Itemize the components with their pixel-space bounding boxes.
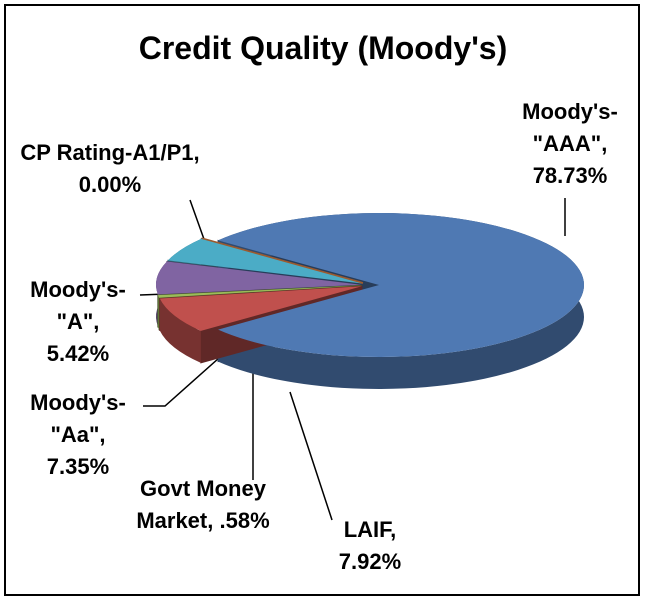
data-label: LAIF, 7.92% <box>325 514 415 578</box>
data-label: Moody's-"Aa", 7.35% <box>18 387 138 483</box>
category-label: Moody's-"AAA", <box>522 99 618 156</box>
chart-title: Credit Quality (Moody's) <box>138 30 508 66</box>
slice-side <box>157 295 160 330</box>
data-label: Moody's-"A", 5.42% <box>18 274 138 370</box>
value-label: 0.00% <box>78 172 142 197</box>
slice <box>157 285 362 298</box>
leader-line <box>289 391 333 521</box>
category-label: CP Rating-A1/P1, <box>20 140 200 165</box>
category-label: Moody's-"Aa", <box>30 390 126 447</box>
category-label: Moody's-"A", <box>30 277 126 334</box>
slice <box>201 237 364 285</box>
value-label: 78.73% <box>532 163 608 188</box>
data-label: Govt Money Market, .58% <box>118 473 288 537</box>
slice <box>167 238 363 284</box>
category-label: Govt Money Market, <box>136 476 266 533</box>
value-label: 5.42% <box>46 341 110 366</box>
slice-side <box>159 298 201 363</box>
category-label: LAIF, <box>343 517 397 542</box>
slice <box>159 286 362 331</box>
slice <box>218 213 585 357</box>
slice <box>156 261 362 295</box>
value-label: 7.92% <box>338 549 402 574</box>
value-label: .58% <box>219 508 270 533</box>
data-label: CP Rating-A1/P1, 0.00% <box>20 137 200 201</box>
value-label: 7.35% <box>46 454 110 479</box>
data-label: Moody's-"AAA", 78.73% <box>505 96 635 192</box>
leader-line <box>143 349 229 407</box>
